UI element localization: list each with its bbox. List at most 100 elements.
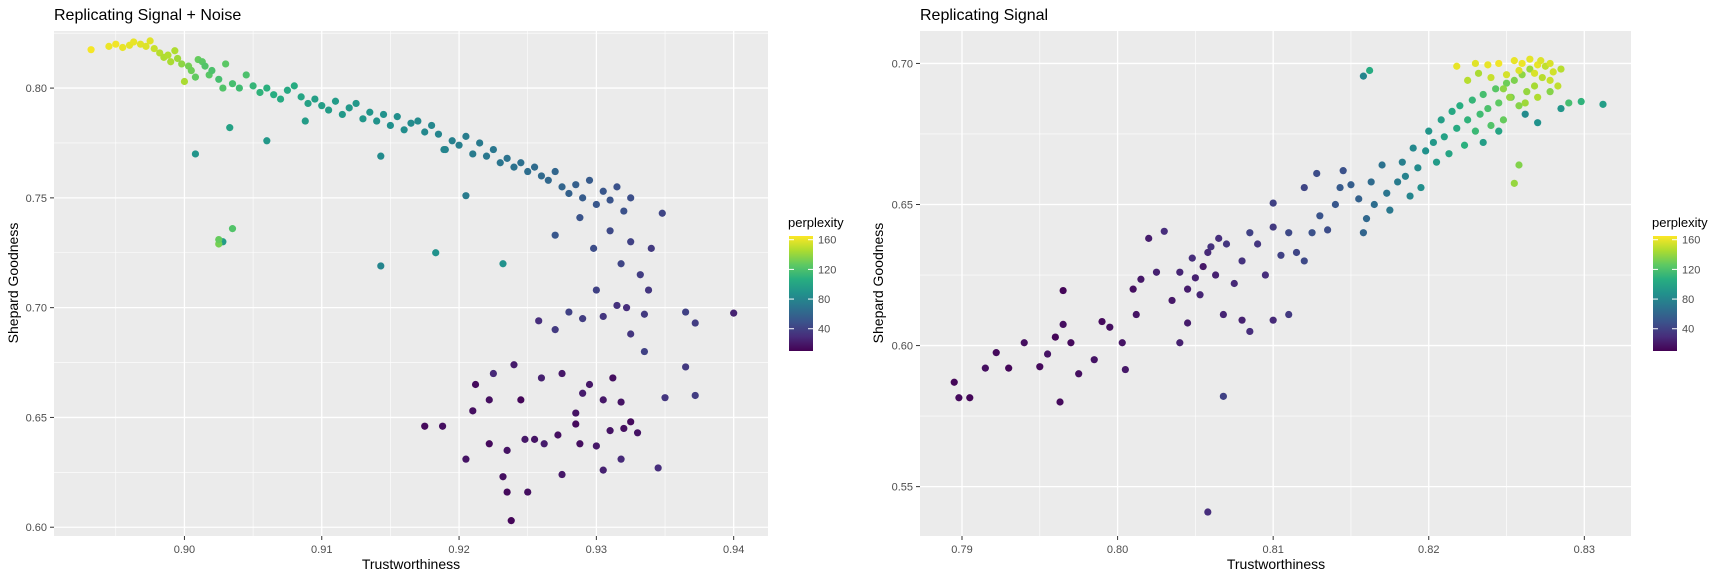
- data-point: [1495, 59, 1503, 68]
- data-point: [1409, 144, 1417, 152]
- data-point: [178, 60, 186, 68]
- data-point: [1487, 73, 1495, 82]
- y-tick-label: 0.75: [26, 193, 47, 205]
- data-point: [1546, 76, 1554, 84]
- x-axis-label: Trustworthiness: [362, 556, 460, 572]
- data-point: [222, 60, 230, 68]
- data-point: [627, 194, 635, 202]
- data-point: [503, 446, 511, 454]
- data-point: [1484, 61, 1492, 69]
- data-point: [301, 117, 309, 125]
- data-point: [485, 396, 493, 404]
- data-point: [1510, 179, 1518, 187]
- data-point: [524, 167, 532, 176]
- data-point: [142, 42, 150, 50]
- data-point: [1510, 57, 1518, 65]
- data-point: [658, 209, 666, 217]
- legend-ticks: 40 80 120 160: [789, 235, 836, 336]
- data-point: [167, 58, 175, 66]
- data-point: [1437, 116, 1445, 124]
- data-point: [136, 40, 145, 48]
- data-point: [1246, 229, 1254, 237]
- data-point: [1043, 350, 1052, 358]
- legend-tick-label: 40: [1682, 324, 1694, 336]
- data-point: [393, 113, 401, 121]
- data-point: [1474, 69, 1483, 77]
- data-point: [180, 77, 189, 86]
- data-point: [1448, 107, 1456, 116]
- y-tick-label: 0.60: [26, 522, 47, 534]
- data-point: [1238, 257, 1246, 265]
- data-point: [112, 40, 120, 48]
- x-tick-label: 0.91: [311, 544, 332, 556]
- data-point: [1476, 110, 1484, 118]
- data-point: [1515, 161, 1523, 169]
- data-point: [535, 317, 543, 325]
- data-point: [432, 249, 440, 257]
- data-point: [654, 464, 662, 472]
- data-point: [572, 409, 580, 417]
- data-point: [1456, 102, 1464, 110]
- data-point: [1394, 178, 1402, 186]
- data-point: [1506, 93, 1514, 101]
- data-point: [1067, 339, 1075, 347]
- y-axis-ticks: 0.60 0.65 0.70 0.75 0.80: [26, 83, 54, 534]
- data-point: [1347, 181, 1355, 189]
- data-point: [1401, 172, 1410, 180]
- data-point: [617, 398, 625, 406]
- data-point: [1020, 339, 1028, 347]
- data-point: [1484, 104, 1492, 113]
- data-point: [609, 374, 617, 382]
- data-point: [551, 231, 559, 239]
- data-point: [620, 207, 628, 215]
- data-point: [510, 361, 518, 369]
- data-point: [558, 369, 566, 378]
- data-point: [1129, 285, 1137, 293]
- data-point: [1362, 215, 1371, 223]
- data-point: [1285, 310, 1293, 319]
- data-point: [510, 163, 518, 171]
- legend-title: perplexity: [788, 215, 844, 230]
- data-point: [226, 124, 234, 132]
- data-point: [407, 119, 415, 127]
- data-point: [537, 374, 546, 382]
- data-point: [1269, 223, 1277, 231]
- data-point: [599, 396, 607, 404]
- data-point: [1191, 274, 1199, 282]
- data-point: [276, 95, 285, 103]
- data-point: [331, 97, 340, 105]
- data-point: [1554, 82, 1562, 90]
- x-tick-label: 0.90: [174, 544, 195, 556]
- data-point: [438, 422, 447, 430]
- color-legend: perplexity 40 80 120 160: [788, 215, 844, 351]
- data-point: [1308, 229, 1316, 237]
- chart-panel-signal: Replicating Signal 0.79 0.80 0.81 0.82 0.83 …: [870, 7, 1708, 572]
- data-point: [1453, 62, 1461, 70]
- data-point: [955, 394, 963, 402]
- y-tick-label: 0.65: [26, 412, 47, 424]
- data-point: [558, 183, 566, 191]
- y-axis-label: Shepard Goodness: [870, 223, 886, 344]
- plot-background: [54, 31, 768, 536]
- data-point: [1132, 310, 1140, 319]
- data-point: [1406, 192, 1414, 200]
- data-point: [622, 304, 631, 312]
- data-point: [579, 315, 587, 323]
- legend-colorbar: [1653, 236, 1677, 351]
- data-point: [1230, 279, 1238, 288]
- data-point: [318, 102, 326, 110]
- data-point: [219, 84, 227, 92]
- data-point: [105, 42, 113, 50]
- data-point: [1471, 127, 1480, 135]
- data-point: [1367, 178, 1375, 186]
- data-point: [606, 227, 614, 235]
- data-point: [1417, 183, 1425, 192]
- data-point: [640, 347, 649, 356]
- data-point: [485, 440, 493, 448]
- data-point: [1219, 392, 1227, 400]
- y-axis-ticks: 0.55 0.60 0.65 0.70: [892, 58, 920, 494]
- data-point: [585, 176, 594, 184]
- data-point: [551, 326, 559, 334]
- data-point: [1204, 248, 1212, 257]
- data-point: [1269, 199, 1277, 207]
